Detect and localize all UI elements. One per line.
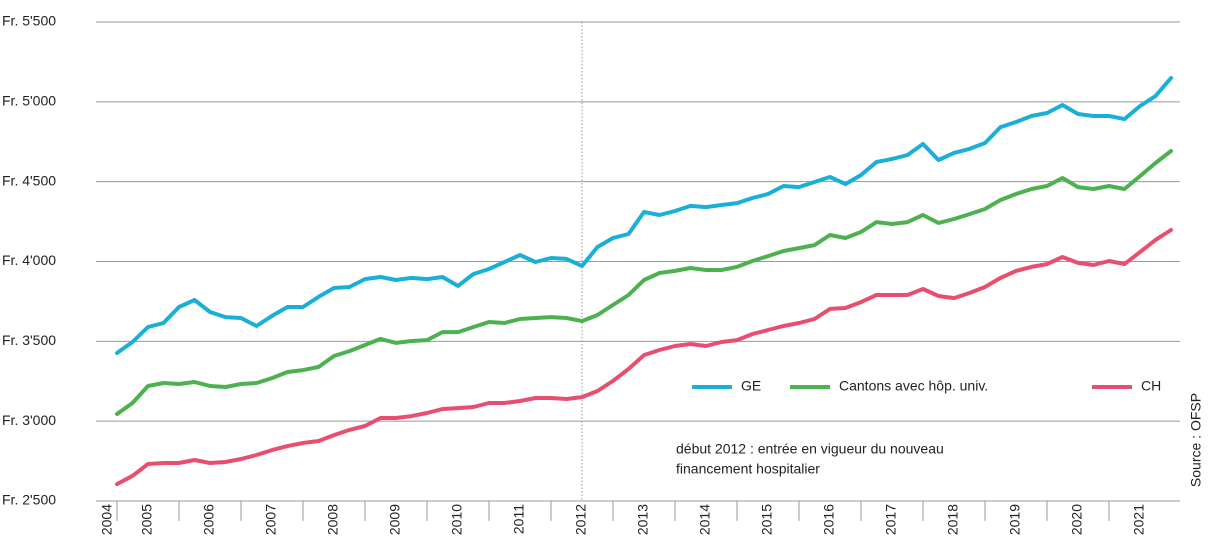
annotation: début 2012 : entrée en vigueur du nouvea… (676, 441, 944, 457)
x-tick-label: 2018 (945, 504, 961, 535)
x-tick-label: 2021 (1131, 504, 1147, 535)
x-tick-label: 2008 (325, 504, 341, 535)
legend-label: Cantons avec hôp. univ. (839, 378, 988, 394)
y-tick-label: Fr. 5'000 (2, 93, 56, 109)
x-tick-label: 2004 (99, 504, 115, 535)
y-tick-label: Fr. 4'500 (2, 172, 56, 188)
x-tick-label: 2019 (1007, 504, 1023, 535)
series-line (115, 149, 1173, 416)
x-tick-label: 2014 (697, 504, 713, 535)
y-tick-label: Fr. 5'500 (2, 13, 56, 29)
x-tick-label: 2007 (263, 504, 279, 535)
x-tick-label: 2006 (201, 504, 217, 535)
y-tick-label: Fr. 4'000 (2, 252, 56, 268)
series-line (115, 76, 1173, 355)
series-line (115, 228, 1173, 487)
x-tick-label: 2020 (1069, 504, 1085, 535)
x-tick-label: 2011 (511, 504, 527, 534)
x-tick-label: 2010 (449, 504, 465, 535)
x-tick-label: 2016 (821, 504, 837, 535)
annotation: financement hospitalier (676, 461, 820, 477)
legend-label: GE (741, 378, 761, 394)
x-tick-label: 2013 (635, 504, 651, 535)
x-tick-label: 2012 (573, 504, 589, 535)
x-tick-label: 2005 (139, 504, 155, 535)
x-tick-label: 2009 (387, 504, 403, 535)
source: Source : OFSP (1188, 393, 1204, 487)
legend-label: CH (1141, 378, 1161, 394)
x-tick-label: 2015 (759, 504, 775, 535)
y-tick-label: Fr. 3'500 (2, 332, 56, 348)
x-tick-label: 2017 (883, 504, 899, 535)
y-tick-label: Fr. 3'000 (2, 412, 56, 428)
y-tick-label: Fr. 2'500 (2, 492, 56, 508)
